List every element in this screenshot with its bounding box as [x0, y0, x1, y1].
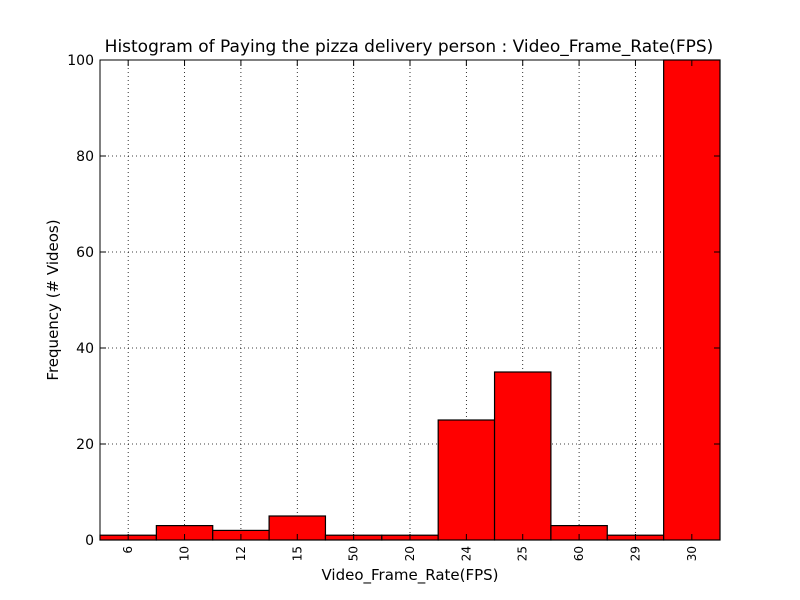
- x-tick-label: 20: [403, 546, 417, 561]
- x-tick-label: 12: [234, 546, 248, 561]
- y-tick-label: 100: [67, 53, 94, 69]
- x-tick-label: 6: [121, 546, 135, 554]
- x-tick-label: 60: [572, 546, 586, 561]
- x-axis-label: Video_Frame_Rate(FPS): [321, 566, 498, 585]
- x-tick-label: 30: [685, 546, 699, 561]
- bar-25: [493, 371, 552, 541]
- bar-30: [663, 59, 721, 541]
- y-tick-label: 60: [76, 245, 94, 261]
- bar-24: [437, 419, 496, 541]
- y-tick-labels: 0 20 40 60 80 100: [67, 53, 94, 549]
- x-tick-labels: 6 10 12 15 50 20 24 25 60 29 30: [121, 546, 699, 561]
- x-tick-label: 10: [178, 546, 192, 561]
- x-tick-label: 15: [290, 546, 304, 561]
- y-tick-label: 80: [76, 149, 94, 165]
- grid-lines: [100, 59, 720, 541]
- x-tick-label: 50: [347, 546, 361, 561]
- axis-ticks: [100, 59, 720, 541]
- y-tick-label: 20: [76, 437, 94, 453]
- y-axis-label: Frequency (# Videos): [44, 219, 62, 380]
- y-tick-label: 40: [76, 341, 94, 357]
- y-tick-label: 0: [85, 533, 94, 549]
- x-tick-label: 29: [628, 546, 642, 561]
- chart-title: Histogram of Paying the pizza delivery p…: [105, 37, 714, 57]
- x-tick-label: 25: [516, 546, 530, 561]
- x-tick-label: 24: [459, 546, 473, 561]
